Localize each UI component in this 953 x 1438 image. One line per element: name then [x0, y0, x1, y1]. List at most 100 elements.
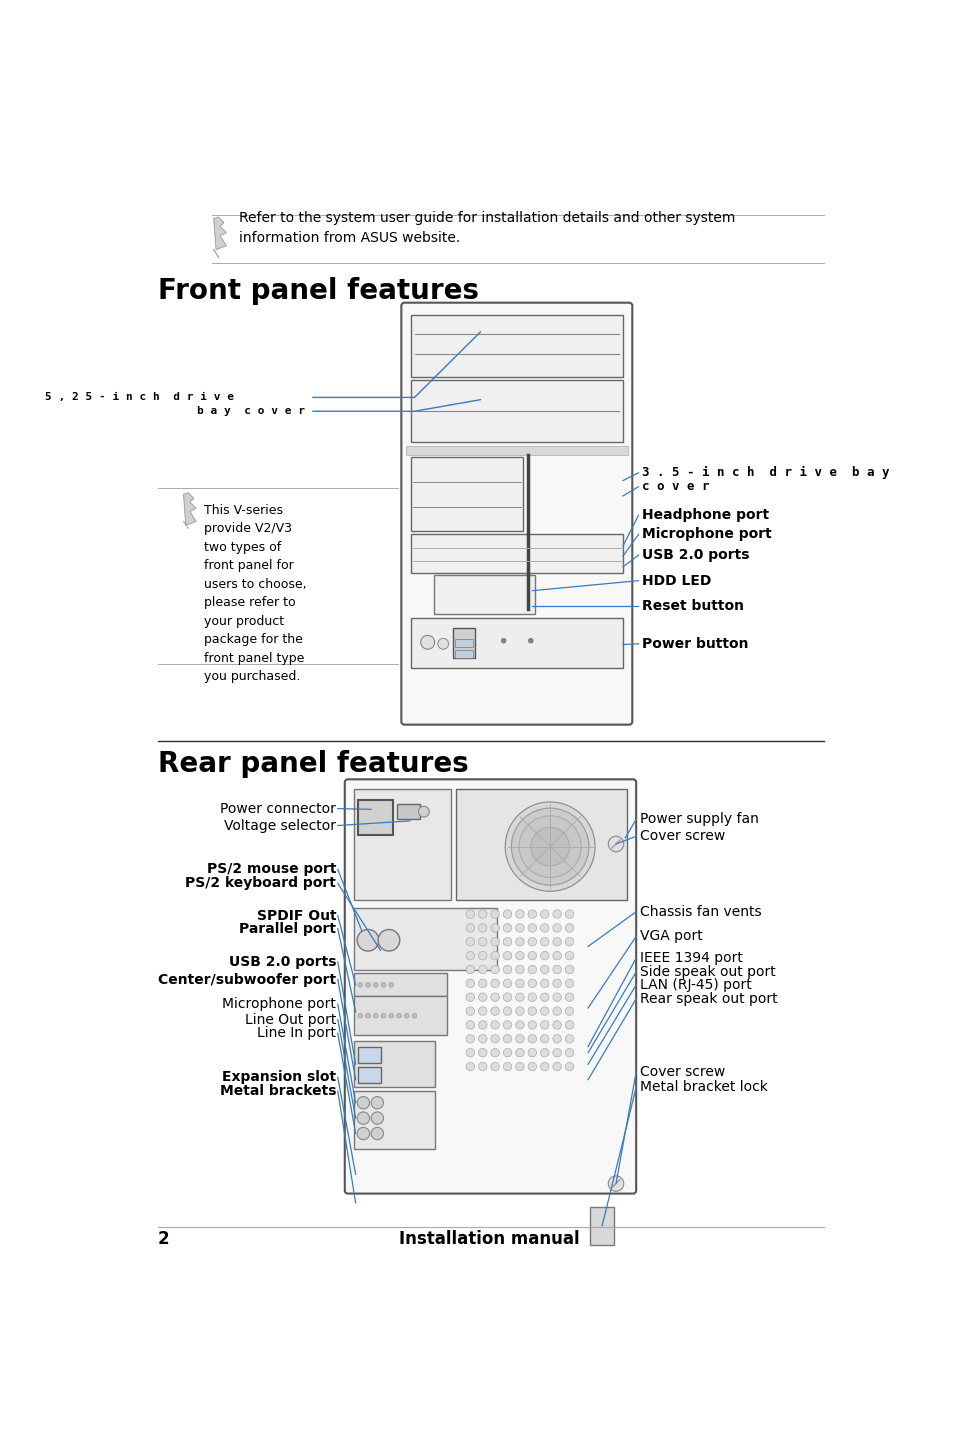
Circle shape [357, 982, 362, 988]
Circle shape [553, 1021, 560, 1030]
Circle shape [500, 638, 505, 643]
Circle shape [516, 994, 523, 1001]
Circle shape [466, 1048, 474, 1057]
Circle shape [528, 1063, 536, 1071]
Bar [354, 907, 497, 969]
Circle shape [365, 1014, 370, 1018]
Bar [354, 1041, 435, 1087]
Bar [406, 446, 627, 456]
Text: VGA port: VGA port [639, 929, 702, 943]
Circle shape [466, 1007, 474, 1015]
Circle shape [540, 938, 548, 946]
Circle shape [565, 994, 573, 1001]
Circle shape [540, 923, 548, 932]
Bar [357, 1067, 381, 1083]
Circle shape [528, 979, 536, 988]
Circle shape [503, 1048, 511, 1057]
FancyBboxPatch shape [401, 302, 632, 725]
Circle shape [553, 923, 560, 932]
Text: 5 , 2 5 - i n c h  d r i v e: 5 , 2 5 - i n c h d r i v e [45, 393, 233, 403]
Circle shape [516, 1021, 523, 1030]
Circle shape [516, 1063, 523, 1071]
Circle shape [608, 837, 623, 851]
Circle shape [478, 1034, 486, 1043]
Text: Power supply fan: Power supply fan [639, 812, 759, 827]
Text: USB 2.0 ports: USB 2.0 ports [229, 955, 335, 969]
Circle shape [608, 1176, 623, 1191]
Text: USB 2.0 ports: USB 2.0 ports [641, 548, 749, 562]
Circle shape [516, 923, 523, 932]
Text: Rear speak out port: Rear speak out port [639, 992, 777, 1005]
Circle shape [404, 1014, 409, 1018]
Bar [410, 457, 522, 531]
Circle shape [503, 952, 511, 961]
Circle shape [478, 965, 486, 974]
Text: PS/2 keyboard port: PS/2 keyboard port [185, 876, 335, 890]
Text: Front panel features: Front panel features [158, 276, 478, 305]
Circle shape [478, 938, 486, 946]
Circle shape [553, 994, 560, 1001]
Circle shape [478, 923, 486, 932]
Circle shape [491, 1007, 498, 1015]
Circle shape [491, 910, 498, 919]
Circle shape [516, 979, 523, 988]
Circle shape [491, 994, 498, 1001]
Circle shape [516, 1034, 523, 1043]
Circle shape [565, 965, 573, 974]
Text: Power button: Power button [641, 637, 748, 651]
Circle shape [528, 1034, 536, 1043]
Text: Rear panel features: Rear panel features [158, 751, 468, 778]
Circle shape [466, 938, 474, 946]
Circle shape [466, 965, 474, 974]
Text: Headphone port: Headphone port [641, 508, 769, 522]
Circle shape [553, 965, 560, 974]
Circle shape [553, 938, 560, 946]
Circle shape [389, 1014, 394, 1018]
Text: c o v e r: c o v e r [641, 480, 709, 493]
Circle shape [381, 982, 385, 988]
Text: Microphone port: Microphone port [641, 528, 771, 542]
Circle shape [511, 808, 588, 886]
Circle shape [365, 982, 370, 988]
Circle shape [491, 1021, 498, 1030]
Circle shape [528, 1007, 536, 1015]
Circle shape [503, 965, 511, 974]
Bar [455, 638, 473, 647]
Circle shape [478, 910, 486, 919]
Circle shape [478, 1021, 486, 1030]
Circle shape [371, 1112, 383, 1125]
Circle shape [466, 923, 474, 932]
Circle shape [478, 952, 486, 961]
Text: LAN (RJ-45) port: LAN (RJ-45) port [639, 978, 751, 992]
Circle shape [478, 1063, 486, 1071]
Bar [455, 650, 473, 657]
Text: Microphone port: Microphone port [222, 997, 335, 1011]
Text: 3 . 5 - i n c h  d r i v e  b a y: 3 . 5 - i n c h d r i v e b a y [641, 466, 889, 479]
Circle shape [356, 1112, 369, 1125]
Text: Line In port: Line In port [257, 1027, 335, 1041]
Circle shape [540, 1048, 548, 1057]
Text: This V-series
provide V2/V3
two types of
front panel for
users to choose,
please: This V-series provide V2/V3 two types of… [204, 503, 307, 683]
Circle shape [373, 1014, 377, 1018]
Text: Parallel port: Parallel port [239, 922, 335, 936]
Circle shape [389, 982, 394, 988]
Circle shape [420, 636, 435, 649]
Circle shape [503, 1034, 511, 1043]
Circle shape [565, 938, 573, 946]
Text: 2: 2 [158, 1229, 170, 1248]
Circle shape [528, 638, 533, 643]
Bar [354, 1091, 435, 1149]
Circle shape [528, 938, 536, 946]
Circle shape [356, 1127, 369, 1140]
Text: Cover screw: Cover screw [639, 1066, 724, 1078]
Circle shape [540, 1063, 548, 1071]
Text: Chassis fan vents: Chassis fan vents [639, 905, 760, 919]
Circle shape [356, 929, 378, 951]
Circle shape [478, 979, 486, 988]
Bar [410, 535, 622, 572]
Circle shape [503, 910, 511, 919]
Bar [410, 381, 622, 441]
Text: Refer to the system user guide for installation details and other system
informa: Refer to the system user guide for insta… [239, 211, 735, 246]
Circle shape [505, 802, 595, 892]
Circle shape [565, 1021, 573, 1030]
